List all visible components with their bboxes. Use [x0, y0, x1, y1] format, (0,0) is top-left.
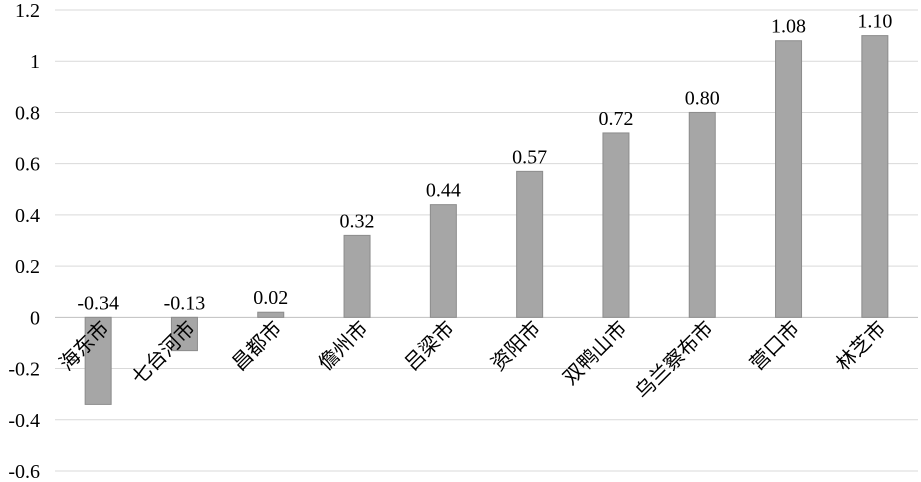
data-label: 1.08 [771, 16, 806, 38]
data-label: 0.57 [512, 146, 547, 168]
y-tick-label: 0.6 [15, 154, 40, 176]
data-label: -0.34 [77, 292, 119, 314]
y-axis-tick-labels: 1.2 1 0.8 0.6 0.4 0.2 0 -0.2 -0.4 -0.6 [8, 0, 40, 482]
data-labels: -0.34 -0.13 0.02 0.32 0.44 0.57 0.72 0.80 1.08 1.… [77, 11, 892, 315]
category-label: 七台河市 [126, 316, 200, 390]
data-label: 0.02 [253, 287, 288, 309]
y-tick-label: 0.2 [15, 256, 40, 278]
category-label: 资阳市 [486, 316, 545, 375]
data-label: 0.72 [598, 108, 633, 130]
bar [861, 35, 889, 318]
data-label: 0.80 [685, 87, 720, 109]
data-label: 0.44 [426, 180, 461, 202]
y-tick-label: 0.4 [15, 205, 40, 227]
y-tick-label: 1 [30, 51, 40, 73]
bar [84, 316, 112, 405]
category-label: 乌兰察布市 [630, 316, 718, 404]
data-label: 1.10 [857, 11, 892, 33]
y-tick-label: 0 [30, 307, 40, 329]
category-label: 吕梁市 [399, 316, 458, 375]
category-label: 林芝市 [831, 316, 890, 375]
bars [84, 35, 889, 405]
y-tick-label: 1.2 [15, 0, 40, 22]
bar [170, 316, 198, 352]
bar [429, 204, 457, 318]
data-label: 0.32 [340, 210, 375, 232]
category-label: 双鸭山市 [558, 316, 632, 390]
bar [343, 234, 371, 318]
y-tick-label: -0.4 [8, 410, 40, 432]
bar [257, 311, 285, 318]
bar [775, 40, 803, 318]
y-tick-label: -0.2 [8, 359, 40, 381]
bar [516, 170, 544, 318]
category-label: 营口市 [745, 316, 804, 375]
bar [688, 111, 716, 318]
category-label: 儋州市 [313, 316, 372, 375]
y-tick-label: -0.6 [8, 461, 40, 482]
gridlines [55, 9, 918, 472]
bar [602, 132, 630, 318]
category-label: 昌都市 [227, 316, 286, 375]
data-label: -0.13 [164, 292, 206, 314]
y-tick-label: 0.8 [15, 102, 40, 124]
